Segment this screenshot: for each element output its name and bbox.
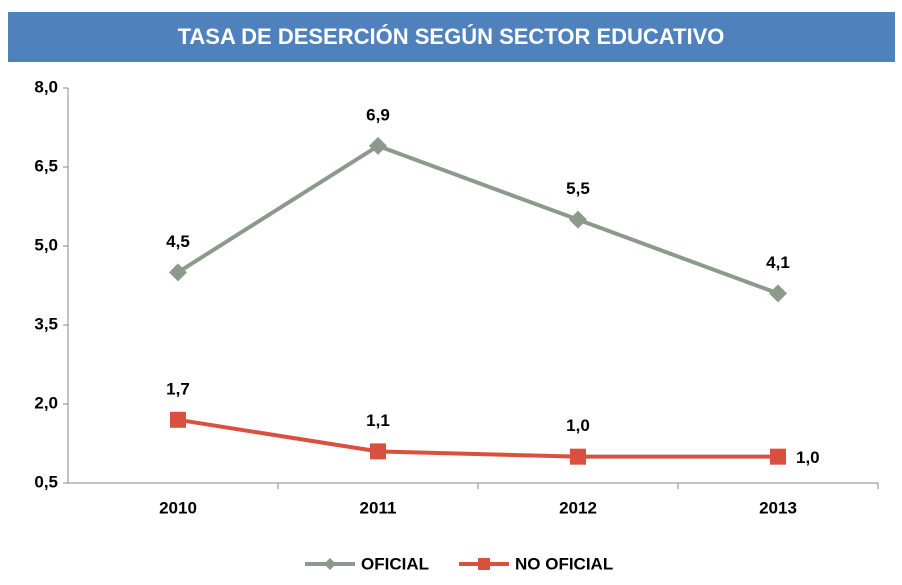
legend-marker xyxy=(478,558,490,570)
x-tick-label: 2011 xyxy=(360,498,397,517)
point xyxy=(369,136,387,155)
data-label: 5,5 xyxy=(566,179,590,198)
data-label: 4,1 xyxy=(766,253,790,272)
y-tick-label: 6,5 xyxy=(34,156,58,175)
y-tick-label: 2,0 xyxy=(34,393,58,412)
x-tick-label: 2012 xyxy=(559,498,597,517)
data-label: 1,0 xyxy=(796,448,820,467)
data-label: 6,9 xyxy=(366,105,390,124)
y-tick-label: 3,5 xyxy=(34,314,58,333)
point xyxy=(769,284,787,303)
data-label: 4,5 xyxy=(166,232,190,251)
series-line xyxy=(176,143,779,296)
point xyxy=(570,448,586,465)
legend-label: OFICIAL xyxy=(361,554,429,573)
series-line xyxy=(177,417,778,459)
legend-marker xyxy=(324,558,336,570)
title-bar xyxy=(8,12,895,62)
data-label: 1,7 xyxy=(166,379,190,398)
legend-label: NO OFICIAL xyxy=(515,554,613,573)
y-tick-label: 0,5 xyxy=(34,472,58,491)
data-label: 1,0 xyxy=(566,416,590,435)
point xyxy=(170,411,186,428)
y-tick-label: 8,0 xyxy=(34,77,58,96)
data-label: 1,1 xyxy=(366,411,390,430)
point xyxy=(370,443,386,460)
x-tick-label: 2010 xyxy=(159,498,197,517)
point xyxy=(770,448,786,465)
point xyxy=(169,263,187,282)
chart-title: TASA DE DESERCIÓN SEGÚN SECTOR EDUCATIVO xyxy=(178,24,725,49)
y-tick-label: 5,0 xyxy=(34,235,58,254)
point xyxy=(569,210,587,229)
x-tick-label: 2013 xyxy=(759,498,797,517)
